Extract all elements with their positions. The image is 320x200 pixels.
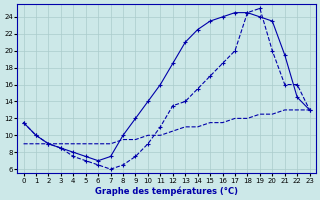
X-axis label: Graphe des températures (°C): Graphe des températures (°C) xyxy=(95,186,238,196)
